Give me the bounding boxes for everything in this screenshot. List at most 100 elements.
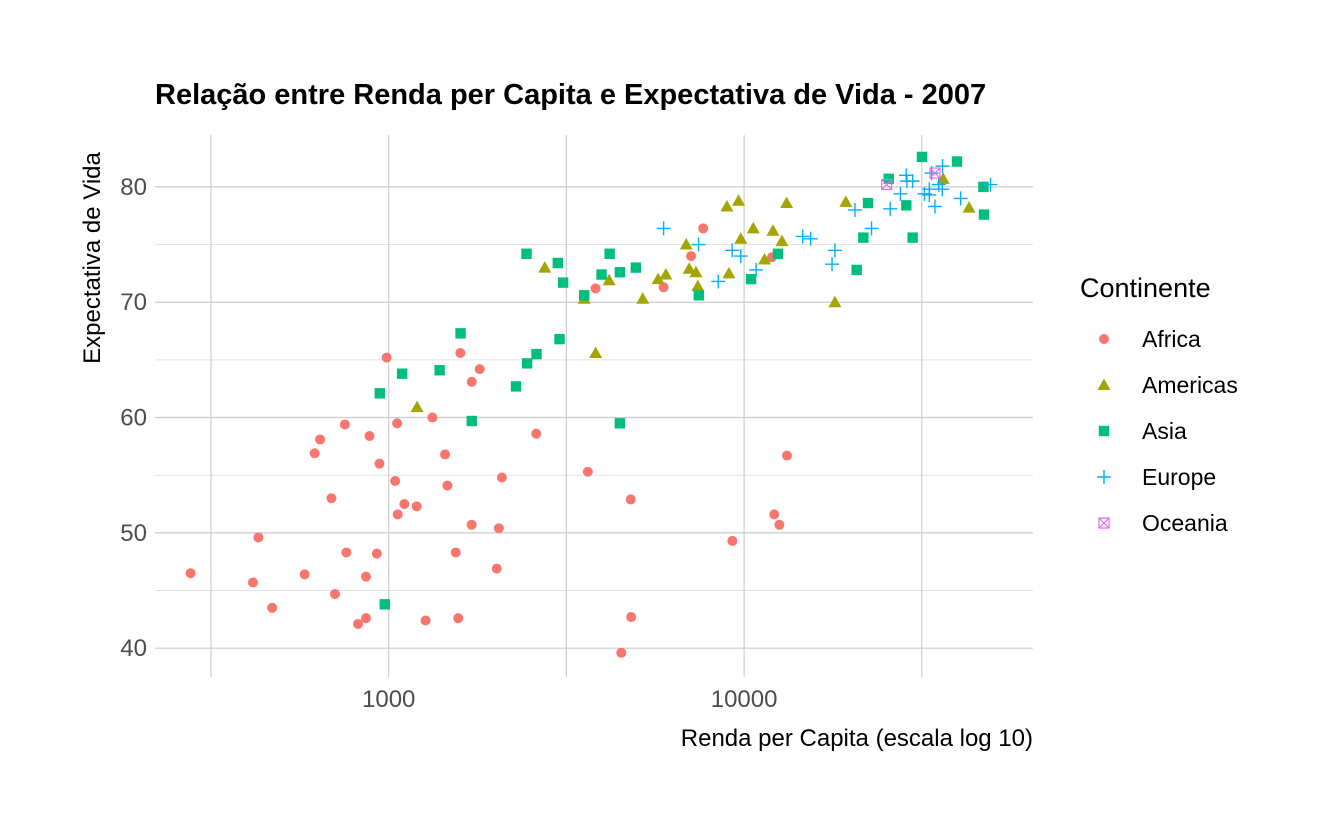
legend-label-americas: Americas xyxy=(1142,372,1238,398)
data-point-africa xyxy=(727,535,738,546)
data-points xyxy=(185,151,998,658)
legend-key-oceania xyxy=(1098,517,1110,529)
data-point-africa xyxy=(341,547,352,558)
data-point-asia xyxy=(901,200,912,211)
data-point-asia xyxy=(630,262,642,273)
data-point-africa xyxy=(698,223,709,234)
data-point-americas xyxy=(682,262,696,274)
legend-key-americas xyxy=(1097,378,1111,390)
data-point-africa xyxy=(427,412,438,423)
data-point-africa xyxy=(267,602,278,613)
data-point-asia xyxy=(396,368,408,379)
data-point-asia xyxy=(604,248,615,259)
data-point-africa xyxy=(364,430,375,441)
legend-title: Continente xyxy=(1080,273,1211,303)
data-point-asia xyxy=(557,277,569,288)
data-point-americas xyxy=(828,295,842,308)
data-point-americas xyxy=(659,268,673,280)
data-point-americas xyxy=(602,273,616,286)
data-point-africa xyxy=(371,548,382,559)
data-point-africa xyxy=(353,618,364,629)
data-point-asia xyxy=(851,264,862,276)
data-point-asia xyxy=(455,328,466,339)
data-point-americas xyxy=(636,292,650,304)
data-point-africa xyxy=(329,588,340,599)
data-point-africa xyxy=(453,613,464,624)
data-point-africa xyxy=(390,475,401,486)
data-point-africa xyxy=(299,569,310,580)
data-point-africa xyxy=(360,613,371,624)
data-point-europe xyxy=(733,249,748,264)
data-point-americas xyxy=(766,224,780,236)
data-point-africa xyxy=(392,418,403,429)
data-point-africa xyxy=(392,509,403,520)
data-point-asia xyxy=(883,173,894,185)
legend-key-europe xyxy=(1097,470,1111,484)
data-point-africa xyxy=(455,347,466,358)
data-point-americas xyxy=(651,272,665,285)
data-point-africa xyxy=(491,563,502,574)
data-point-americas xyxy=(962,201,976,213)
data-point-asia xyxy=(978,181,989,193)
data-point-americas xyxy=(720,199,734,212)
data-point-asia xyxy=(466,415,477,427)
data-point-africa xyxy=(339,419,350,430)
data-point-asia xyxy=(531,348,542,360)
data-point-europe xyxy=(905,174,920,189)
data-point-europe xyxy=(803,231,818,246)
data-point-asia xyxy=(693,290,705,301)
data-point-europe xyxy=(899,168,914,183)
data-point-americas xyxy=(722,266,736,279)
data-point-asia xyxy=(596,269,607,280)
legend-items: Africa Americas Asia Europe Oceania xyxy=(1097,326,1238,536)
data-point-africa xyxy=(531,428,542,439)
data-point-asia xyxy=(951,156,963,167)
data-point-asia xyxy=(614,267,626,278)
data-point-africa xyxy=(253,532,264,543)
data-point-africa xyxy=(474,364,485,375)
data-point-africa xyxy=(374,458,385,469)
data-point-asia xyxy=(745,273,757,285)
y-tick-label: 40 xyxy=(120,635,147,662)
data-point-africa xyxy=(466,376,477,387)
data-point-asia xyxy=(916,151,928,163)
y-axis-ticks: 40 50 60 70 80 xyxy=(120,174,147,662)
data-point-asia xyxy=(434,365,445,376)
data-point-africa xyxy=(420,615,431,626)
data-point-asia xyxy=(554,333,565,345)
data-point-asia xyxy=(510,381,522,392)
data-point-asia xyxy=(521,248,532,259)
data-point-africa xyxy=(625,494,636,505)
data-point-asia xyxy=(379,599,390,610)
data-point-europe xyxy=(847,202,862,217)
data-point-africa xyxy=(616,647,627,658)
data-point-americas xyxy=(775,234,789,247)
data-point-americas xyxy=(839,195,853,207)
data-point-asia xyxy=(978,209,990,220)
data-point-americas xyxy=(746,221,760,234)
y-tick-label: 80 xyxy=(120,174,147,201)
data-point-africa xyxy=(442,480,453,491)
legend-key-africa xyxy=(1099,334,1109,344)
data-point-americas xyxy=(691,279,705,292)
legend: Continente Africa Americas Asia Europe Ocean… xyxy=(1080,273,1238,536)
data-point-europe xyxy=(883,201,898,216)
data-point-oceania xyxy=(881,178,893,191)
data-point-europe xyxy=(725,243,740,258)
data-point-asia xyxy=(614,418,626,429)
data-point-europe xyxy=(935,159,950,174)
data-point-africa xyxy=(309,448,320,459)
data-point-africa xyxy=(450,547,461,558)
data-point-europe xyxy=(711,274,726,289)
data-point-americas xyxy=(679,238,693,250)
data-point-africa xyxy=(360,571,371,582)
legend-label-oceania: Oceania xyxy=(1142,510,1228,536)
data-point-americas xyxy=(734,232,748,244)
data-point-europe xyxy=(795,229,810,244)
data-point-americas xyxy=(758,253,772,265)
data-point-asia xyxy=(862,197,874,209)
data-point-africa xyxy=(496,472,507,483)
legend-label-asia: Asia xyxy=(1142,418,1187,444)
y-axis-title: Expectativa de Vida xyxy=(79,152,106,364)
